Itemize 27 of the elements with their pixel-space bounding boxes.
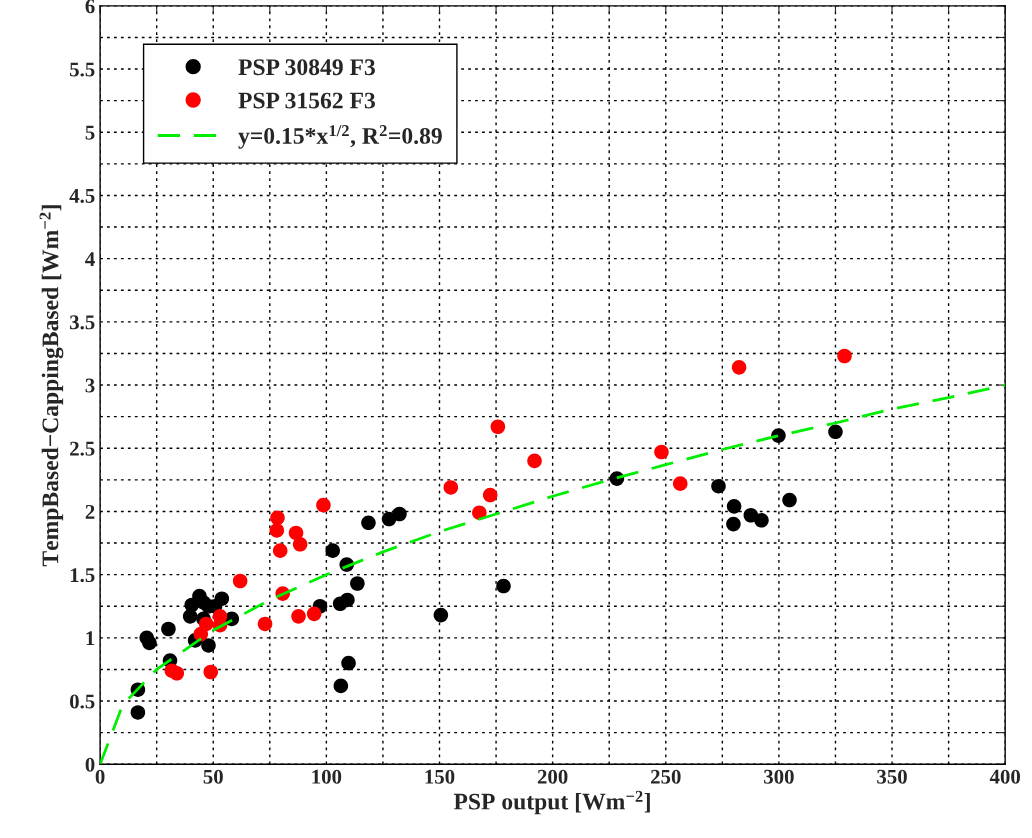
y-tick-label: 2.5 xyxy=(70,441,95,456)
x-tick-label: 400 xyxy=(989,769,1020,784)
y-tick-label: 1 xyxy=(86,631,95,646)
x-tick-label: 300 xyxy=(764,769,794,784)
x-tick-label: 50 xyxy=(203,769,223,784)
x-tick-label: 150 xyxy=(425,769,455,784)
y-axis-title: TempBased−CappingBased [Wm$^{−2}$] xyxy=(39,205,64,567)
y-tick-label: 1.5 xyxy=(70,568,95,583)
y-tick-label: 3.5 xyxy=(69,315,95,330)
y-tick-label: 5.5 xyxy=(70,62,95,77)
x-tick-label: 200 xyxy=(537,769,568,784)
legend-label: PSP 30849 F3 xyxy=(238,59,375,76)
y-tick-label: 0.5 xyxy=(70,694,95,709)
legend-label: y=0.15*x$^{1/2}$, R$^{2}$=0.89 xyxy=(238,125,442,149)
x-tick-label: 0 xyxy=(95,769,105,784)
y-tick-label: 0 xyxy=(85,757,95,772)
y-tick-label: 2 xyxy=(85,504,95,519)
x-tick-label: 350 xyxy=(877,769,907,784)
x-axis-title: PSP output [Wm$^{−2}$] xyxy=(453,790,650,815)
y-tick-label: 4 xyxy=(85,252,95,266)
y-tick-label: 6 xyxy=(85,0,95,14)
y-tick-label: 5 xyxy=(85,125,95,140)
x-tick-label: 250 xyxy=(651,769,681,784)
y-tick-label: 3 xyxy=(85,378,95,393)
y-tick-label: 4.5 xyxy=(69,188,95,203)
x-tick-label: 100 xyxy=(312,769,342,784)
legend-label: PSP 31562 F3 xyxy=(238,92,375,109)
